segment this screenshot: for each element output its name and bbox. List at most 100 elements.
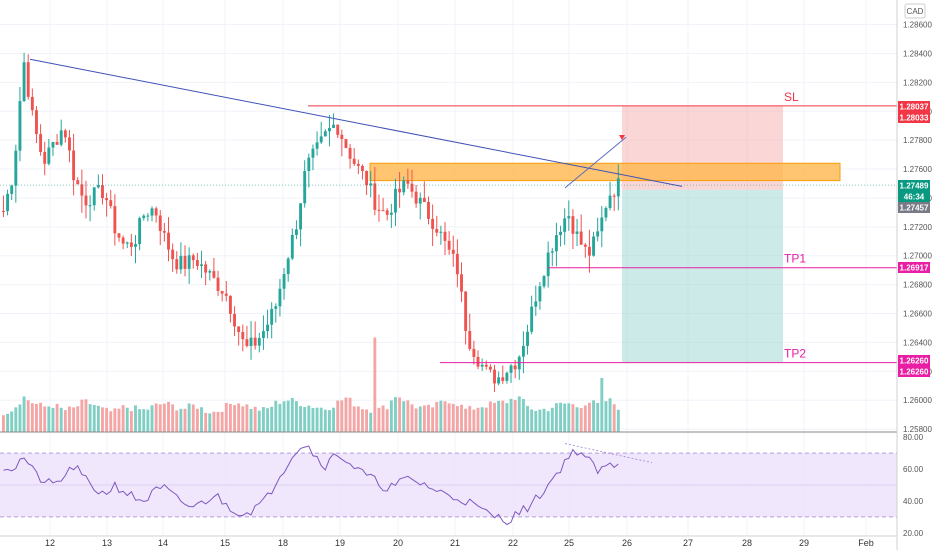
candle-body xyxy=(583,244,587,247)
volume-bar xyxy=(596,403,600,432)
candle-body xyxy=(142,215,146,219)
y-tick-label: 1.26600 xyxy=(903,310,932,319)
price-tag-label: 1.28033 xyxy=(900,114,929,123)
volume-bars xyxy=(2,337,620,432)
candle-body xyxy=(179,255,183,270)
x-tick-label: 29 xyxy=(799,538,809,548)
volume-bar xyxy=(356,406,360,432)
volume-bar xyxy=(513,399,517,432)
candle-body xyxy=(365,170,369,186)
candle-body xyxy=(84,195,88,206)
candle-body xyxy=(290,234,294,259)
volume-bar xyxy=(567,403,571,432)
volume-bar xyxy=(84,399,88,432)
volume-bar xyxy=(92,405,96,432)
volume-bar xyxy=(592,400,596,432)
x-tick-label: 13 xyxy=(102,538,112,548)
volume-bar xyxy=(509,398,513,432)
volume-bar xyxy=(521,398,525,432)
candle-body xyxy=(406,180,410,184)
candle-body xyxy=(451,249,455,254)
candle-body xyxy=(563,218,567,232)
candle-body xyxy=(167,232,170,250)
volume-bar xyxy=(332,407,336,432)
volume-bar xyxy=(554,403,558,432)
candle-body xyxy=(72,150,76,181)
volume-bar xyxy=(484,407,488,432)
volume-bar xyxy=(476,407,480,432)
volume-bar xyxy=(167,401,170,432)
x-tick-label: 26 xyxy=(622,538,632,548)
candle-body xyxy=(608,195,612,208)
volume-bar xyxy=(270,406,274,432)
candle-body xyxy=(204,264,208,273)
volume-bar xyxy=(538,409,542,432)
y-tick-label: 1.26400 xyxy=(903,338,932,347)
price-tag-label: 1.26260 xyxy=(900,368,929,377)
candle-body xyxy=(501,377,505,381)
candle-body xyxy=(117,233,121,238)
candle-body xyxy=(323,131,327,137)
volume-bar xyxy=(117,408,121,432)
candle-body xyxy=(63,130,67,138)
candle-body xyxy=(286,258,290,275)
candle-body xyxy=(208,271,212,273)
y-tick-label: 1.27600 xyxy=(903,165,932,174)
candle-body xyxy=(191,255,195,261)
candle-body xyxy=(402,180,406,193)
candle-body xyxy=(344,139,348,148)
candle-body xyxy=(369,183,373,186)
price-tag-label: 1.27489 xyxy=(900,182,929,191)
volume-bar xyxy=(435,401,439,432)
volume-bar xyxy=(414,408,418,432)
volume-bar xyxy=(55,403,59,432)
volume-bar xyxy=(253,406,257,432)
candle-body xyxy=(249,337,253,346)
currency-badge: CAD xyxy=(904,3,926,19)
candle-body xyxy=(443,231,447,241)
volume-bar xyxy=(233,405,236,432)
price-tag xyxy=(898,366,930,377)
price-tag-label: 1.26260 xyxy=(900,357,929,366)
level-label: SL xyxy=(784,90,799,104)
volume-bar xyxy=(59,407,63,432)
candle-body xyxy=(68,137,71,151)
volume-bar xyxy=(526,405,529,432)
candle-body xyxy=(14,150,18,186)
y-tick-label: 1.28200 xyxy=(903,78,932,87)
rsi-tick-label: 60.00 xyxy=(903,465,924,474)
candle-body xyxy=(134,244,137,247)
volume-bar xyxy=(530,409,534,432)
volume-bar xyxy=(299,406,303,432)
y-tick-label: 1.25800 xyxy=(903,425,932,434)
volume-bar xyxy=(427,404,430,432)
volume-bar xyxy=(2,415,5,432)
take-profit-zone xyxy=(622,189,783,363)
candle-body xyxy=(105,198,109,201)
candle-body xyxy=(241,331,245,340)
volume-bar xyxy=(612,404,616,432)
candle-body xyxy=(43,151,47,164)
candle-body xyxy=(212,271,216,278)
rsi-divergence-line xyxy=(564,443,653,464)
candle-body xyxy=(534,301,538,307)
volume-bar xyxy=(493,402,496,432)
volume-bar xyxy=(571,404,575,432)
candle-body xyxy=(88,205,92,207)
price-tag xyxy=(898,180,930,191)
candle-body xyxy=(575,231,579,234)
y-tick-label: 1.27200 xyxy=(903,223,932,232)
candle-body xyxy=(270,308,274,325)
volume-bar xyxy=(348,397,352,432)
candle-body xyxy=(422,197,426,203)
volume-bar xyxy=(290,397,294,432)
candle-body xyxy=(381,210,385,212)
volume-bar xyxy=(47,406,51,432)
level-label: TP1 xyxy=(784,252,806,266)
volume-bar xyxy=(418,406,422,432)
y-tick-label: 1.28400 xyxy=(903,49,932,58)
candle-body xyxy=(340,134,344,140)
candle-body xyxy=(303,171,307,204)
volume-bar xyxy=(171,404,175,432)
